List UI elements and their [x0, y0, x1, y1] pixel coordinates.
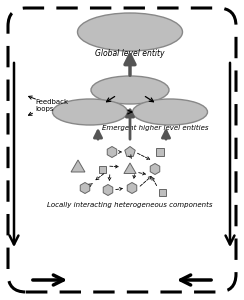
- Polygon shape: [124, 163, 136, 173]
- Polygon shape: [125, 146, 135, 156]
- Polygon shape: [103, 184, 113, 196]
- Text: Emergent higher level entities: Emergent higher level entities: [102, 125, 208, 131]
- Ellipse shape: [52, 99, 128, 125]
- Bar: [156, 148, 164, 156]
- Polygon shape: [150, 164, 160, 175]
- Ellipse shape: [78, 13, 183, 51]
- Text: Global level entity: Global level entity: [95, 50, 165, 58]
- Ellipse shape: [132, 99, 207, 125]
- Bar: [159, 188, 165, 196]
- Polygon shape: [127, 182, 137, 194]
- Text: Locally interacting heterogeneous components: Locally interacting heterogeneous compon…: [47, 202, 213, 208]
- Bar: [99, 166, 105, 172]
- Text: Feedback
loops: Feedback loops: [35, 98, 68, 112]
- Polygon shape: [80, 182, 90, 194]
- Polygon shape: [107, 146, 117, 158]
- Polygon shape: [71, 160, 85, 172]
- Ellipse shape: [91, 76, 169, 104]
